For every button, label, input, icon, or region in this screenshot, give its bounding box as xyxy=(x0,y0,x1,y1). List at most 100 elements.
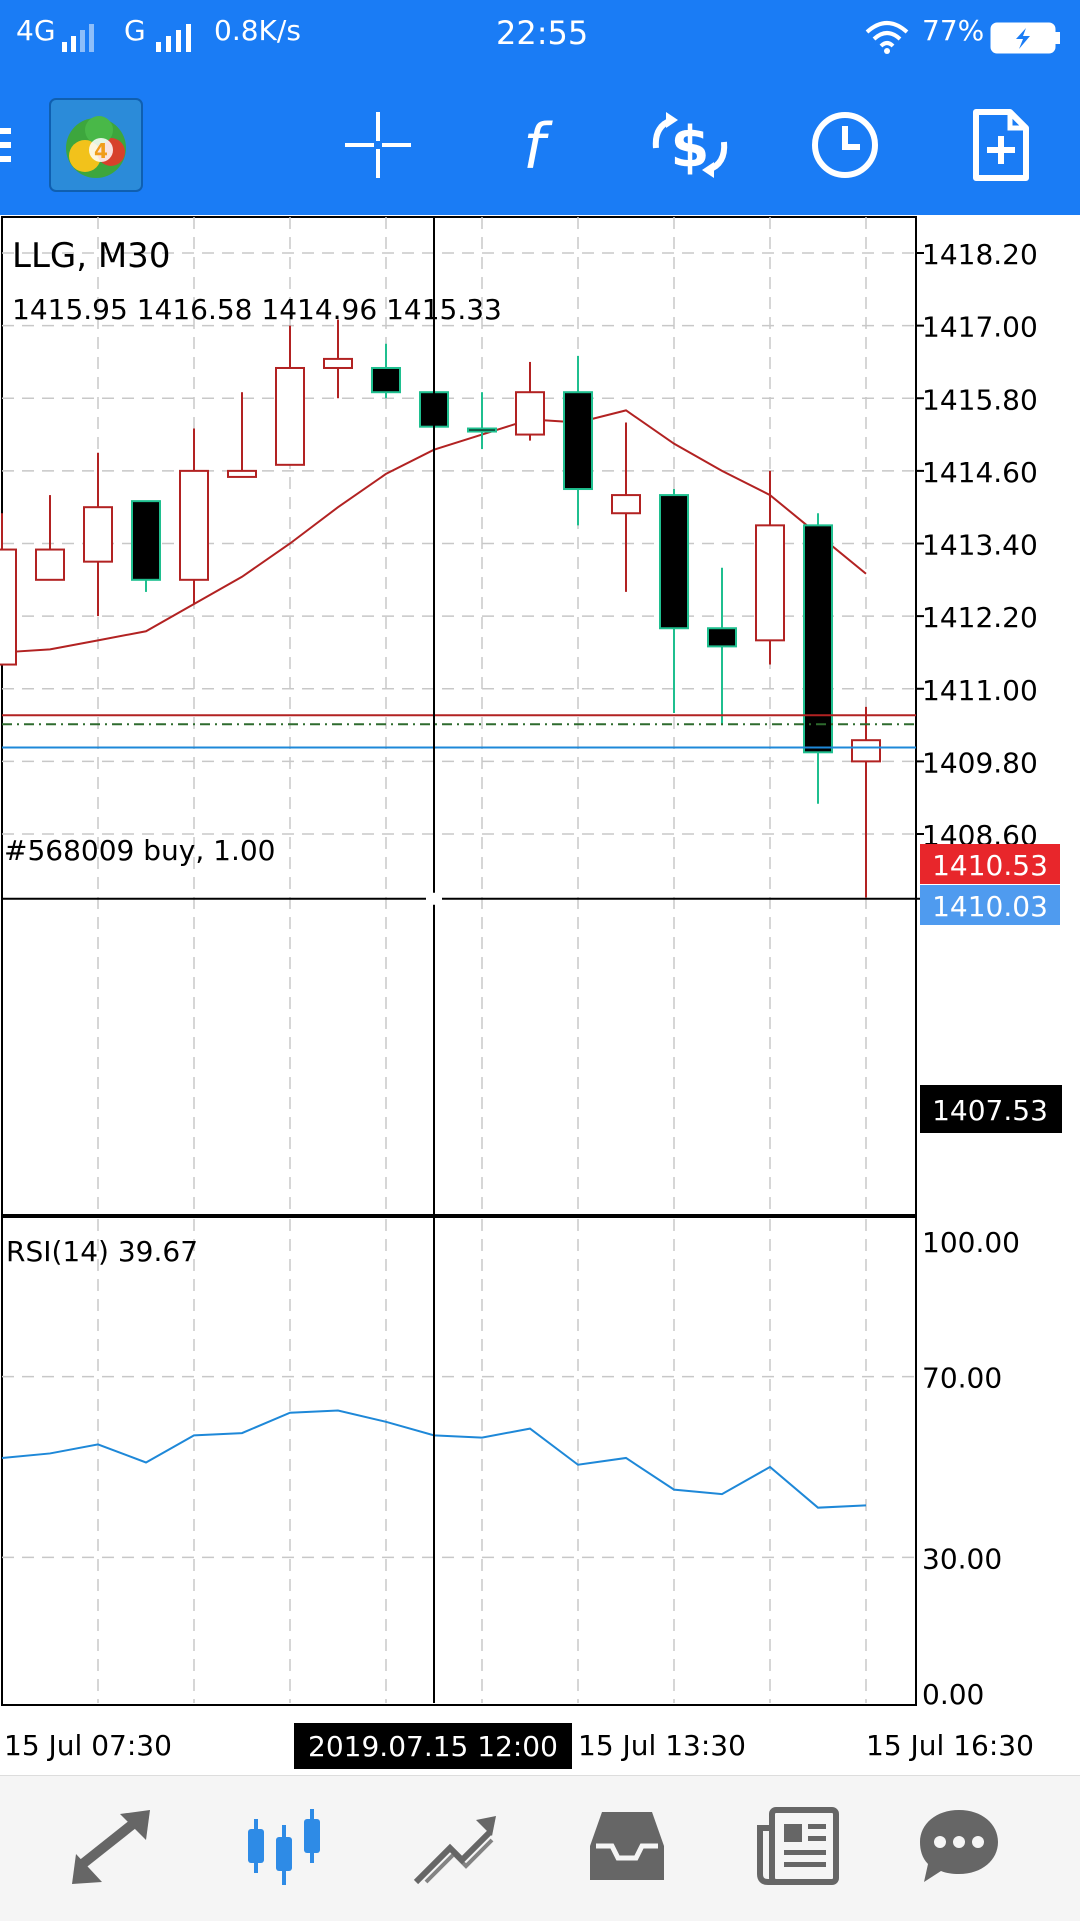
wifi-icon xyxy=(865,21,909,54)
time-axis: 15 Jul 07:30 2019.07.15 12:00 15 Jul 13:… xyxy=(4,1723,1034,1769)
candle-body xyxy=(83,506,113,563)
candle-body xyxy=(707,627,737,648)
candle xyxy=(275,325,305,466)
chart-grid xyxy=(1,216,917,1706)
candle-body xyxy=(611,494,641,515)
nav-chart[interactable] xyxy=(228,1796,338,1896)
nav-trade[interactable] xyxy=(400,1796,510,1896)
trade-icon: $ xyxy=(652,112,728,180)
new-order-button[interactable] xyxy=(951,95,1051,195)
chart-area[interactable]: 1418.20 1417.00 1415.80 1414.60 1413.40 1412.… xyxy=(0,215,1080,1775)
app-logo-button[interactable]: 4 xyxy=(48,97,144,193)
battery-percent: 77% xyxy=(922,14,985,47)
network-type-2: G xyxy=(124,14,146,47)
candle-body xyxy=(179,469,209,581)
signal-icon-2 xyxy=(156,24,191,52)
symbol-title: LLG, M30 xyxy=(12,236,170,276)
candle-body xyxy=(755,524,785,642)
rsi-axis: 100.00 70.00 30.00 0.00 xyxy=(922,1226,1020,1711)
toolbar: 4 f $ xyxy=(0,75,1080,215)
candle xyxy=(83,452,113,617)
bottom-navigation xyxy=(0,1775,1080,1921)
ohlc-values: 1415.95 1416.58 1414.96 1415.33 xyxy=(12,293,502,326)
trade-button[interactable]: $ xyxy=(640,95,740,195)
crosshair-center xyxy=(426,892,442,905)
chart-overlay xyxy=(2,217,922,1703)
candle-body xyxy=(515,391,545,436)
news-icon xyxy=(757,1807,839,1885)
ask-price-badge: 1410.53 xyxy=(920,844,1060,884)
candle-body xyxy=(371,366,401,394)
ask-price: 1410.53 xyxy=(932,849,1048,882)
price-tick-label: 1418.20 xyxy=(922,238,1038,271)
price-chart[interactable]: 1418.20 1417.00 1415.80 1414.60 1413.40 1412.… xyxy=(0,215,1080,1775)
candles xyxy=(0,319,881,898)
chat-icon xyxy=(920,1810,998,1882)
candle-body xyxy=(131,500,161,581)
candle-body xyxy=(323,357,353,369)
candle-body xyxy=(0,548,17,666)
battery-icon xyxy=(990,22,1060,54)
nav-quotes[interactable] xyxy=(56,1796,166,1896)
crosshair-button[interactable] xyxy=(328,95,428,195)
menu-icon xyxy=(0,128,11,162)
candle xyxy=(659,489,689,713)
price-tick-label: 1413.40 xyxy=(922,529,1038,562)
timeframe-button[interactable] xyxy=(795,95,895,195)
time-label-1: 15 Jul 07:30 xyxy=(4,1729,172,1762)
indicators-button[interactable]: f xyxy=(484,95,584,195)
price-tick-label: 1415.80 xyxy=(922,383,1038,416)
crosshair-icon xyxy=(345,112,411,178)
rsi-label: RSI(14) 39.67 xyxy=(6,1235,198,1268)
candle xyxy=(35,495,65,581)
price-tick-label: 1417.00 xyxy=(922,311,1038,344)
order-label: #568009 buy, 1.00 xyxy=(4,834,275,867)
candle xyxy=(371,343,401,399)
clock: 22:55 xyxy=(496,14,589,52)
history-icon xyxy=(590,1812,664,1880)
status-bar: 4G G 0.8K/s 22:55 77% xyxy=(0,0,1080,75)
network-type-1: 4G xyxy=(16,14,56,47)
time-label-2: 15 Jul 13:30 xyxy=(578,1729,746,1762)
candle-body xyxy=(659,494,689,630)
candle xyxy=(323,319,353,399)
chart-icon xyxy=(248,1809,320,1885)
rsi-pane-frame xyxy=(1,1216,917,1706)
svg-text:$: $ xyxy=(671,115,710,180)
timeframe-icon xyxy=(812,112,878,178)
rsi-tick-label: 70.00 xyxy=(922,1362,1002,1395)
candle xyxy=(467,392,497,450)
candle xyxy=(851,706,881,898)
crosshair-price-badge: 1407.53 xyxy=(920,1085,1062,1133)
crosshair-price: 1407.53 xyxy=(932,1094,1048,1127)
candle-body xyxy=(275,366,305,466)
time-label-3: 15 Jul 16:30 xyxy=(866,1729,1034,1762)
candle-body xyxy=(467,427,497,433)
candle-body xyxy=(227,469,257,478)
nav-chat[interactable] xyxy=(904,1796,1014,1896)
nav-history[interactable] xyxy=(572,1796,682,1896)
crosshair-time: 2019.07.15 12:00 xyxy=(308,1730,558,1763)
rsi-tick-label: 30.00 xyxy=(922,1542,1002,1575)
candle xyxy=(707,567,737,726)
price-axis: 1418.20 1417.00 1415.80 1414.60 1413.40 1412.… xyxy=(916,238,1038,852)
candle xyxy=(803,513,833,804)
candle-body xyxy=(563,391,593,491)
price-tick-label: 1411.00 xyxy=(922,674,1038,707)
price-tick-label: 1409.80 xyxy=(922,746,1038,779)
network-speed: 0.8K/s xyxy=(214,14,301,47)
candle xyxy=(611,422,641,592)
candle xyxy=(227,392,257,478)
svg-text:f: f xyxy=(523,110,553,180)
candle xyxy=(179,428,209,605)
candle-body xyxy=(803,524,833,754)
menu-button[interactable] xyxy=(0,95,36,195)
candle-body xyxy=(851,739,881,763)
candle xyxy=(755,470,785,665)
svg-text:4: 4 xyxy=(94,139,108,163)
nav-news[interactable] xyxy=(744,1796,854,1896)
rsi-tick-label: 0.00 xyxy=(922,1678,984,1711)
candle xyxy=(0,513,17,666)
signal-icon xyxy=(62,24,94,52)
new-order-icon xyxy=(973,109,1029,181)
